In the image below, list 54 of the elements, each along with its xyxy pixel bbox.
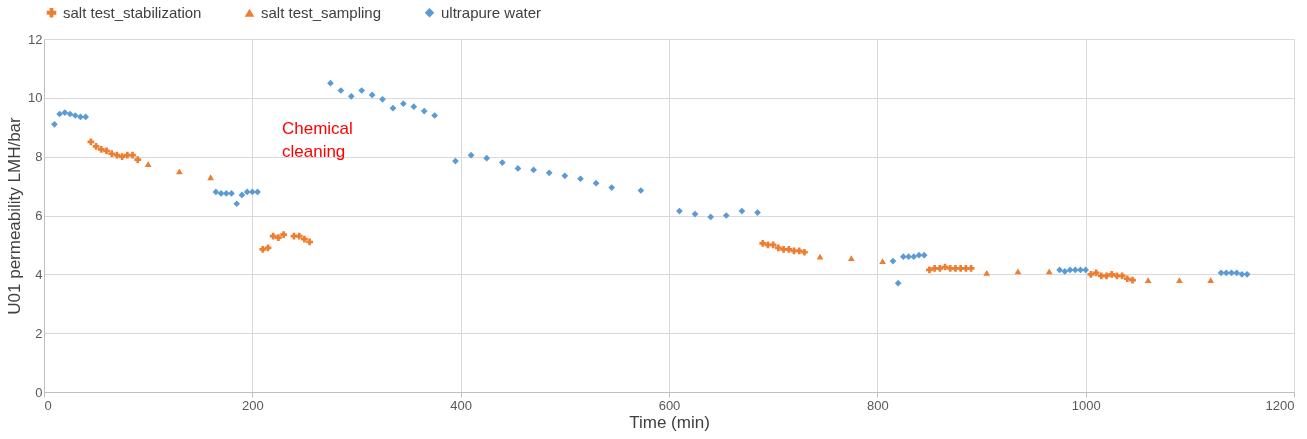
- point: [275, 234, 282, 241]
- point: [879, 258, 886, 264]
- point: [129, 151, 136, 159]
- point: [1045, 268, 1053, 275]
- x-tick-label: 800: [866, 397, 889, 413]
- point: [134, 156, 142, 163]
- legend-label: salt test_sampling: [261, 3, 382, 21]
- y-tick-label: 2: [35, 325, 43, 341]
- point: [280, 231, 287, 238]
- y-tick-label: 4: [35, 266, 43, 282]
- point: [759, 240, 767, 247]
- point: [769, 241, 777, 249]
- point: [801, 248, 808, 256]
- point: [1108, 270, 1116, 278]
- x-tick-label: 1200: [1265, 397, 1295, 413]
- point: [1123, 275, 1131, 283]
- point: [176, 168, 183, 175]
- point: [108, 150, 116, 158]
- point: [936, 265, 944, 272]
- x-tick-label: 600: [658, 397, 681, 413]
- point: [259, 245, 267, 253]
- point: [295, 232, 303, 240]
- point: [785, 245, 793, 253]
- point: [957, 265, 965, 272]
- x-tick-label: 200: [241, 397, 264, 413]
- point: [207, 174, 215, 181]
- point: [92, 143, 100, 150]
- point: [1144, 277, 1152, 284]
- point: [144, 161, 152, 167]
- point: [1129, 276, 1136, 284]
- point: [306, 238, 313, 246]
- x-tick-label: 1000: [1071, 397, 1101, 413]
- y-tick-label: 12: [28, 31, 43, 47]
- point: [1207, 277, 1215, 284]
- point: [1014, 268, 1022, 275]
- legend-label: ultrapure water: [441, 3, 542, 21]
- point: [967, 265, 975, 272]
- y-tick-label: 6: [35, 208, 43, 223]
- y-tick-label: 0: [35, 384, 43, 400]
- x-tick-label: 400: [450, 397, 473, 413]
- point: [847, 255, 855, 262]
- point: [103, 147, 110, 155]
- annotation: Chemical cleaning: [282, 119, 353, 161]
- point: [795, 247, 803, 255]
- point: [816, 253, 824, 260]
- x-axis-title: Time (min): [629, 412, 710, 432]
- point: [983, 269, 991, 276]
- point: [301, 235, 308, 243]
- y-tick-label: 10: [28, 90, 43, 106]
- point: [1118, 272, 1126, 280]
- y-axis-title: U01 permeability LMH/bar: [5, 116, 25, 315]
- y-tick-label: 8: [35, 149, 43, 165]
- point: [1176, 277, 1183, 284]
- legend-label: salt test_stabilization: [63, 3, 202, 21]
